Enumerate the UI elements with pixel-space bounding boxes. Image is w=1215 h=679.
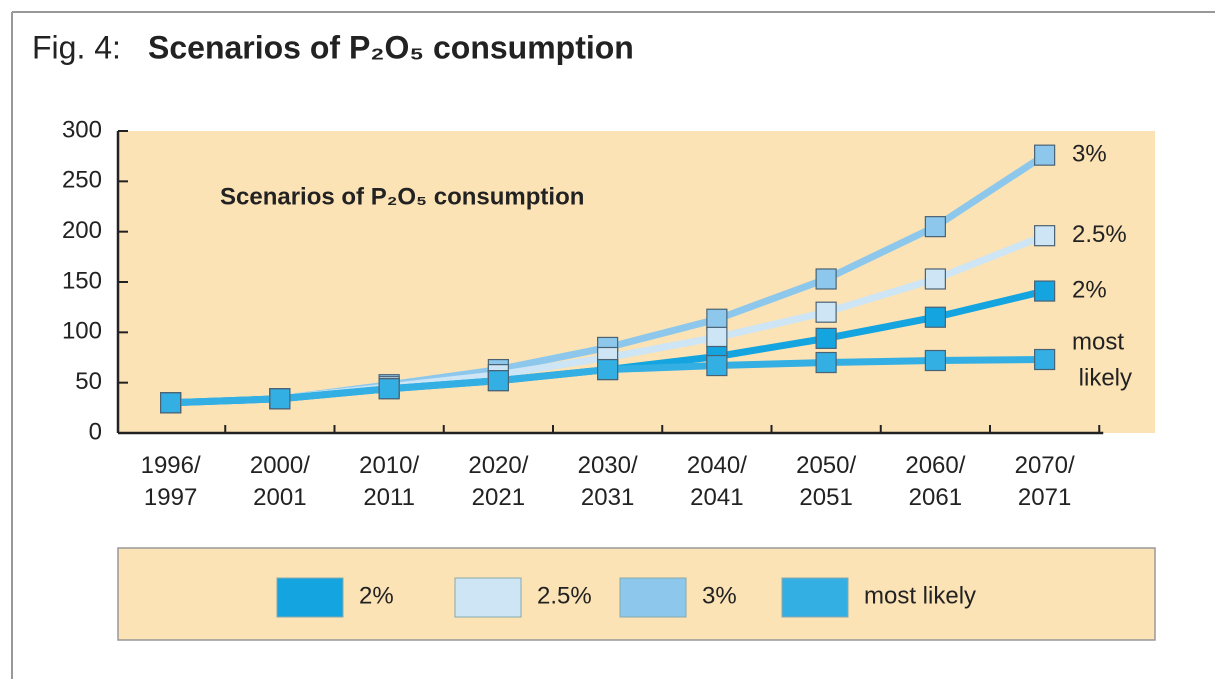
text-line: most [1072,329,1124,356]
text-line: 1996/ [141,452,201,479]
end-label: most likely [1072,329,1132,392]
x-tick-label: 2050/2051 [796,452,856,511]
chart-title: Scenarios of P₂O₅ consumption [148,29,634,65]
y-tick-label: 0 [89,418,102,445]
data-point [924,268,946,290]
text-line: 2061 [909,484,962,511]
x-tick-label: 2030/2031 [578,452,638,511]
data-point [706,326,728,348]
x-tick-label: 1996/1997 [141,452,201,511]
data-point [706,354,728,377]
text-line: 1997 [144,484,197,511]
legend-label: 3% [702,582,737,609]
text-line: 2021 [472,484,525,511]
data-point [1034,144,1056,166]
legend-swatch [276,577,344,618]
end-label: 2.5% [1072,221,1127,248]
data-point [815,351,837,374]
x-tick-label: 2010/2011 [359,452,419,511]
title-prefix: Fig. 4: [32,29,121,65]
end-label: 3% [1072,141,1107,168]
data-point [924,349,946,372]
text-line: 2011 [363,484,415,511]
legend-label: most likely [864,582,976,609]
data-point [706,308,728,330]
x-tick-label: 2000/2001 [250,452,310,511]
y-tick-label: 300 [62,116,102,143]
legend-label: 2.5% [537,582,592,609]
text-line: 2040/ [687,452,747,479]
data-point [597,358,619,381]
data-point [815,268,837,290]
text-line: 2051 [799,484,852,511]
text-line: 2031 [581,484,634,511]
end-label: 2% [1072,276,1107,303]
text-line: 2041 [690,484,743,511]
text-line: 2010/ [359,452,419,479]
text-line: 2070/ [1015,452,1075,479]
text-line: 2060/ [905,452,965,479]
text-line: 2001 [253,484,306,511]
text-line: 2030/ [578,452,638,479]
data-point [269,388,291,410]
text-line: 2071 [1018,484,1071,511]
data-point [815,301,837,323]
data-point [378,378,400,400]
data-point [815,327,837,349]
plot-background [118,131,1155,433]
x-tick-label: 2070/2071 [1015,452,1075,511]
y-tick-label: 50 [75,368,102,395]
y-tick-label: 100 [62,318,102,345]
data-point [924,216,946,238]
data-point [1034,225,1056,247]
legend-label: 2% [359,582,394,609]
x-tick-label: 2020/2021 [468,452,528,511]
x-tick-label: 2040/2041 [687,452,747,511]
x-tick-label: 2060/2061 [905,452,965,511]
text-line: 2020/ [468,452,528,479]
legend-swatch [781,577,849,618]
legend-swatch [454,577,522,618]
y-tick-label: 150 [62,267,102,294]
data-point [160,392,182,414]
data-point [1034,348,1056,371]
text-line: 2050/ [796,452,856,479]
data-point [924,306,946,328]
y-tick-label: 200 [62,217,102,244]
data-point [1034,280,1056,302]
text-line: likely [1072,365,1132,392]
legend-swatch [619,577,687,618]
y-tick-label: 250 [62,167,102,194]
subtitle: Scenarios of P₂O₅ consumption [220,183,584,210]
data-point [487,370,509,392]
text-line: 2000/ [250,452,310,479]
